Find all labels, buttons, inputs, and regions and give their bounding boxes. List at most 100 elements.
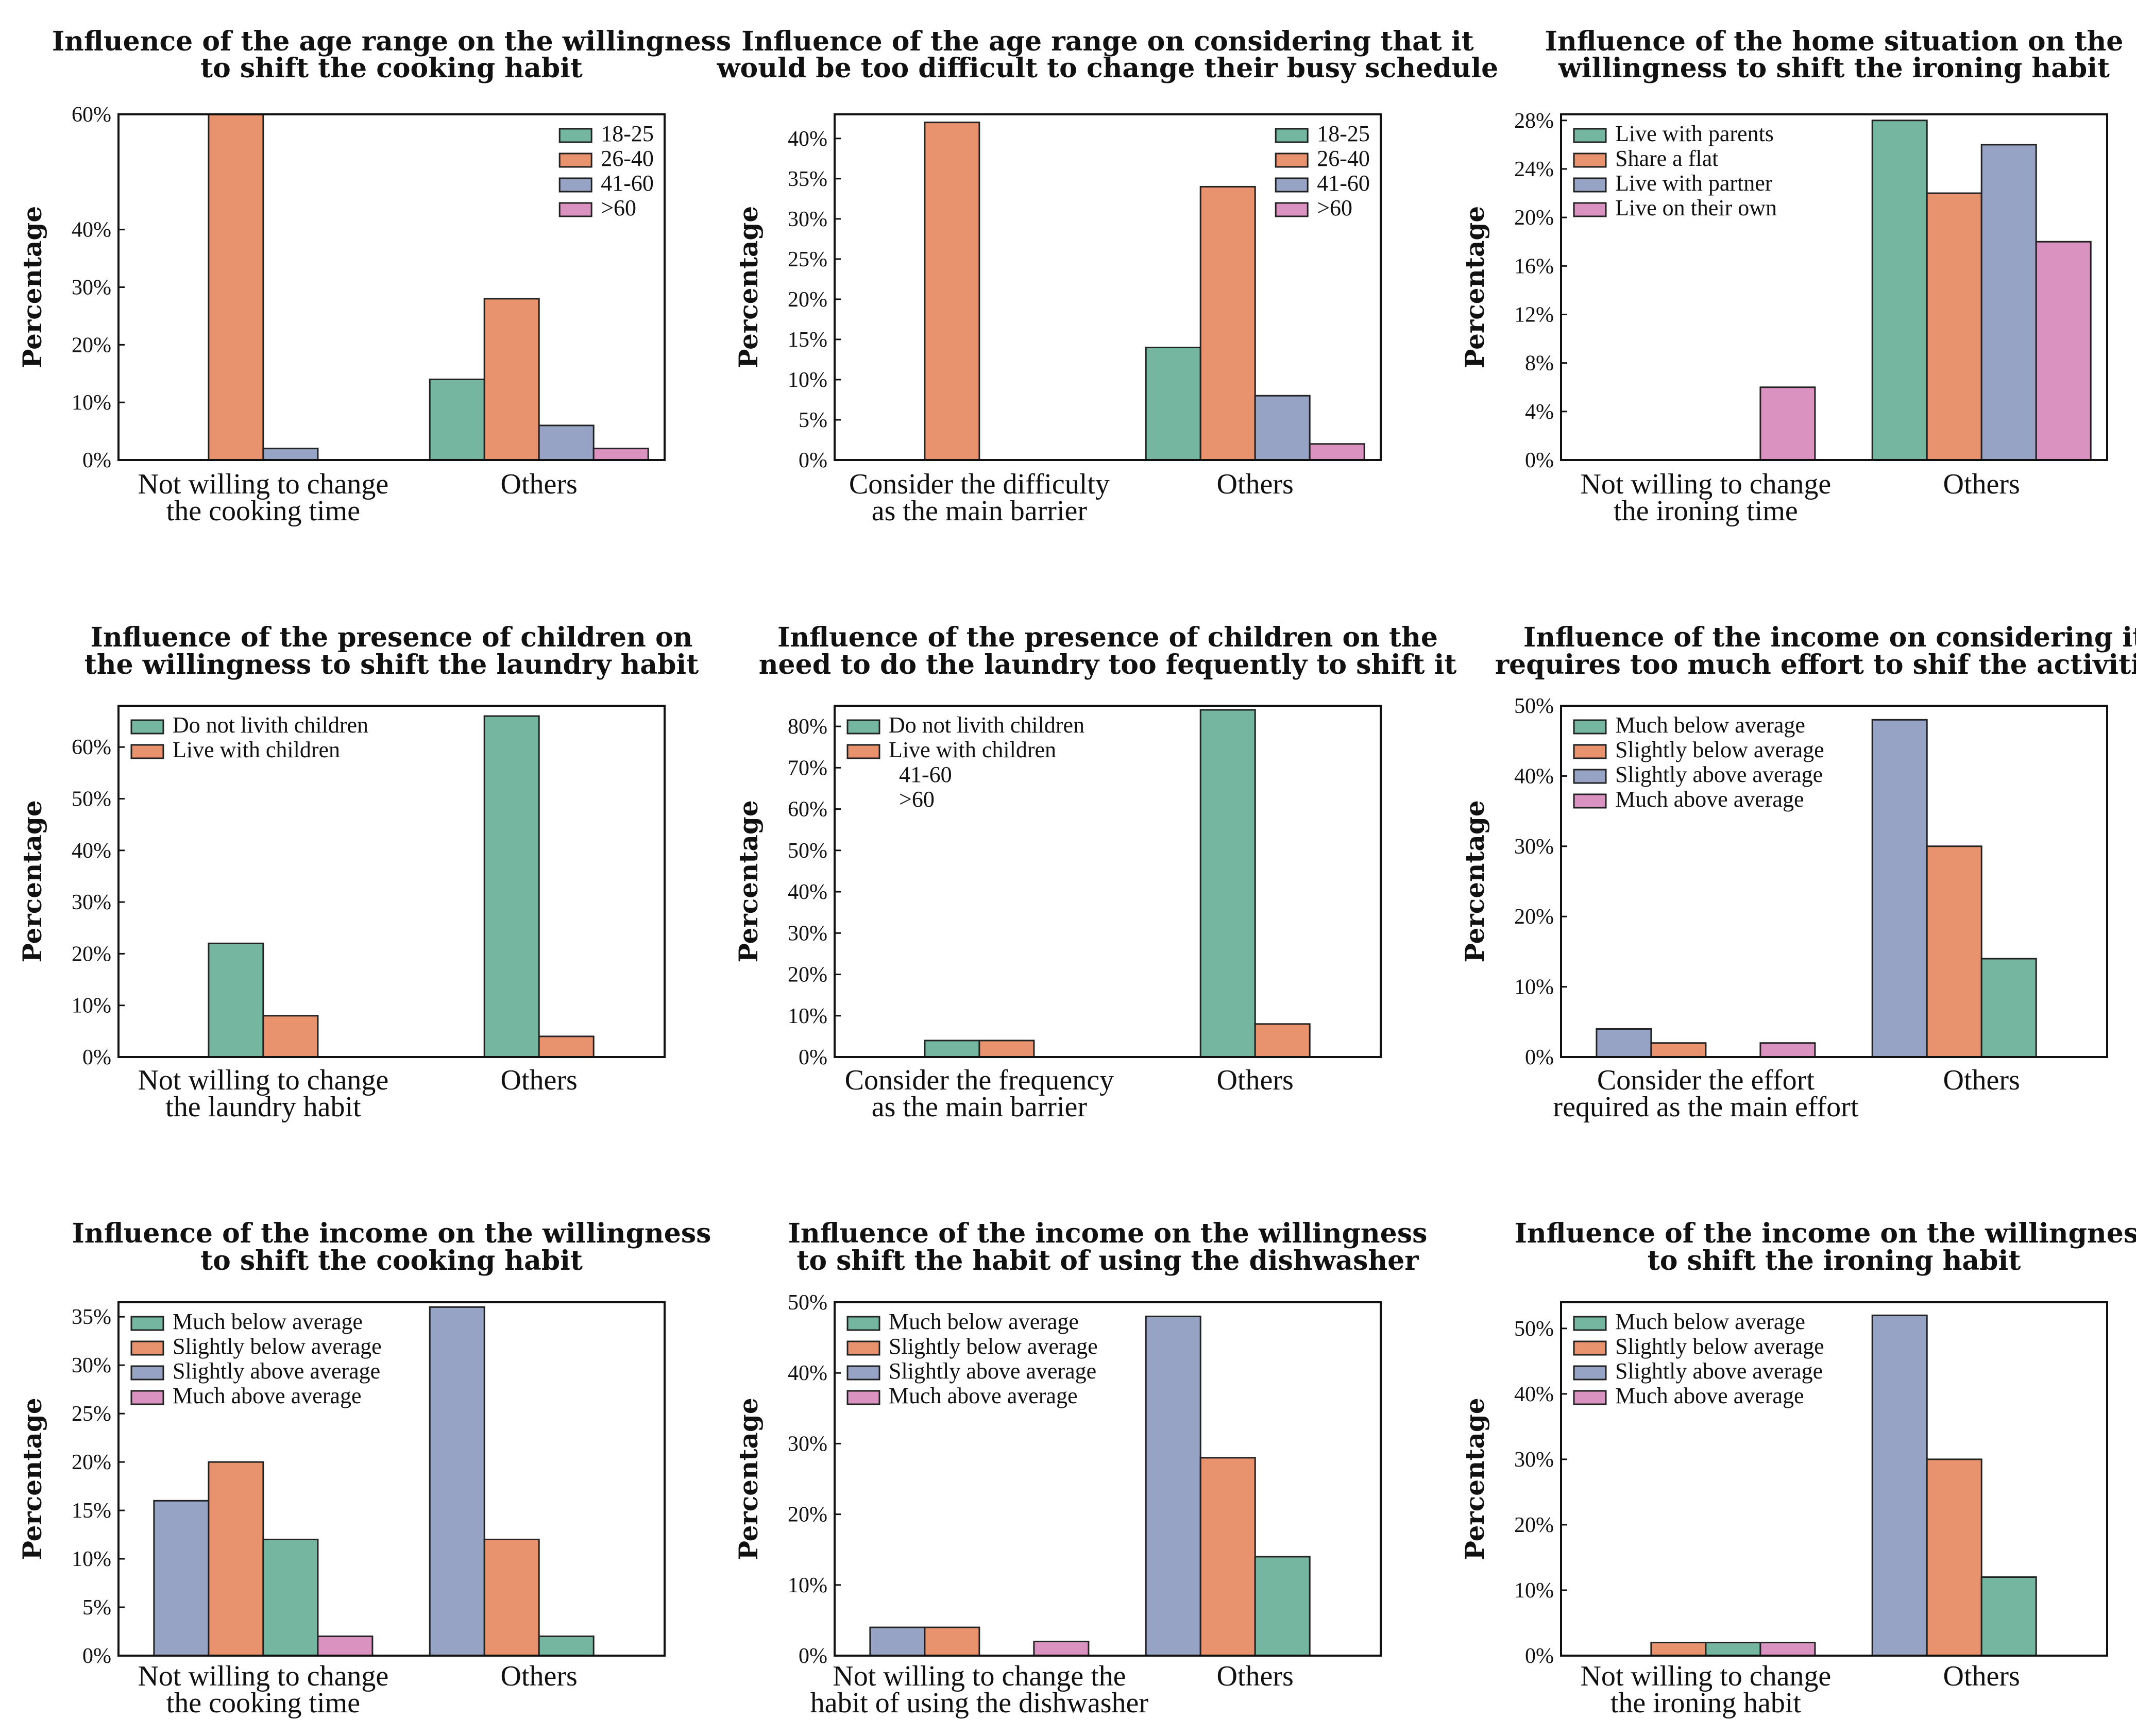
plot-frame — [834, 113, 1382, 461]
legend-label: 26-40 — [1317, 146, 1370, 171]
legend-swatch — [846, 1316, 880, 1331]
y-tick-label: 40% — [72, 839, 111, 863]
bar-much-above-average — [1759, 1042, 1816, 1058]
y-tick-label: 60% — [788, 798, 827, 822]
y-tick-label: 30% — [788, 1432, 827, 1456]
legend-label: Much above average — [1615, 1383, 1804, 1408]
chart-title-line: requires too much effort to shif the act… — [1495, 649, 2136, 680]
legend-label: Do not livith children — [173, 712, 368, 738]
y-axis-label: Percentage — [1460, 206, 1490, 368]
legend-label: Much below average — [889, 1309, 1079, 1334]
y-axis-label: Percentage — [17, 206, 47, 368]
legend-label: Much below average — [1615, 1309, 1805, 1334]
y-tick-label: 50% — [1514, 694, 1554, 718]
y-tick-label: 10% — [1514, 1579, 1554, 1603]
category-label: Others — [1217, 1660, 1294, 1692]
y-tick-label: 4% — [1525, 400, 1554, 424]
chart-title-line: Influence of the presence of children on… — [777, 622, 1438, 653]
bar-slightly-above-average — [153, 1500, 210, 1657]
legend-swatch — [130, 1365, 164, 1381]
legend-label: >60 — [1317, 195, 1352, 220]
category-label: Others — [1217, 468, 1294, 500]
legend-label: Slightly below average — [1615, 1334, 1824, 1359]
category-label: Consider the effort — [1597, 1064, 1815, 1096]
category-label: as the main barrier — [872, 495, 1088, 527]
y-tick-label: 20% — [1514, 1513, 1554, 1537]
y-tick-label: 20% — [1514, 206, 1554, 230]
bar--60 — [592, 448, 649, 461]
category-label: Others — [1943, 468, 2020, 500]
y-tick-label: 40% — [788, 880, 827, 904]
bars — [1759, 120, 2092, 461]
legend-swatch — [130, 719, 164, 735]
legend-swatch — [130, 1340, 164, 1356]
y-tick-label: 30% — [72, 276, 111, 300]
chart-4: Influence of the presence of children on… — [17, 622, 699, 1123]
legend-label: Slightly below average — [173, 1334, 382, 1359]
category-label: Others — [501, 468, 578, 500]
legend-label: Slightly above average — [889, 1358, 1096, 1384]
category-label: Not willing to change — [138, 1064, 388, 1096]
y-tick-label: 40% — [72, 218, 111, 242]
y-tick-label: 30% — [72, 1354, 111, 1377]
y-tick-label: 20% — [72, 333, 111, 357]
bar-slightly-below-average — [483, 1538, 540, 1657]
legend-label: Share a flat — [1615, 146, 1718, 171]
plot-frame — [834, 1301, 1382, 1657]
bar-do-not-livith-children — [208, 942, 264, 1058]
chart-title-line: Influence of the income on the willingne… — [72, 1218, 711, 1249]
category-label: Others — [1943, 1064, 2020, 1096]
category-label: as the main barrier — [872, 1091, 1088, 1123]
y-tick-label: 50% — [1514, 1317, 1554, 1341]
y-tick-label: 20% — [788, 963, 827, 987]
chart-title-line: the willingness to shift the laundry hab… — [84, 649, 699, 680]
y-tick-label: 20% — [72, 1451, 111, 1474]
bar-much-above-average — [1759, 1642, 1816, 1657]
legend-swatch — [130, 1316, 164, 1331]
y-tick-label: 0% — [799, 449, 827, 472]
bars — [153, 1306, 595, 1657]
y-tick-label: 25% — [788, 248, 827, 271]
bars — [208, 715, 595, 1058]
legend-swatch — [1573, 1365, 1607, 1381]
chart-title-line: to shift the habit of using the dishwash… — [796, 1245, 1419, 1277]
y-tick-label: 0% — [82, 1046, 111, 1069]
y-tick-label: 8% — [1525, 352, 1554, 376]
legend-label: 41-60 — [1317, 171, 1370, 196]
plot-frame — [834, 705, 1382, 1058]
bars — [1650, 1314, 2037, 1657]
y-tick-label: 40% — [788, 1361, 827, 1385]
legend-label: Live with children — [173, 737, 340, 762]
category-label: Not willing to change the — [833, 1660, 1126, 1692]
chart-6: Influence of the income on considering i… — [1460, 622, 2136, 1123]
legend-label: Much above average — [889, 1383, 1077, 1408]
legend-swatch — [1573, 1340, 1607, 1356]
legend-swatch — [130, 744, 164, 759]
plot-frame — [117, 705, 666, 1058]
y-tick-label: 24% — [1514, 158, 1554, 181]
y-tick-label: 20% — [788, 1503, 827, 1527]
legend-label: Slightly below average — [889, 1334, 1098, 1359]
chart-7: Influence of the income on the willingne… — [17, 1218, 711, 1719]
category-label: the cooking time — [166, 495, 360, 527]
bar-26-40 — [924, 122, 980, 461]
bar-do-not-livith-children — [924, 1040, 980, 1058]
category-label: the cooking time — [166, 1687, 360, 1719]
y-tick-label: 50% — [788, 1291, 827, 1315]
y-tick-label: 10% — [788, 1005, 827, 1028]
bar-much-below-average — [262, 1538, 319, 1657]
chart-title-line: Influence of the age range on considerin… — [741, 26, 1473, 57]
y-tick-label: 10% — [788, 368, 827, 392]
bar-live-with-partner — [1980, 144, 2037, 461]
bar--60 — [1309, 443, 1365, 461]
legend-label: Do not livith children — [889, 712, 1084, 738]
category-label: the ironing habit — [1611, 1687, 1802, 1719]
y-tick-label: 30% — [788, 208, 827, 231]
legend-label: Much below average — [1615, 712, 1805, 738]
